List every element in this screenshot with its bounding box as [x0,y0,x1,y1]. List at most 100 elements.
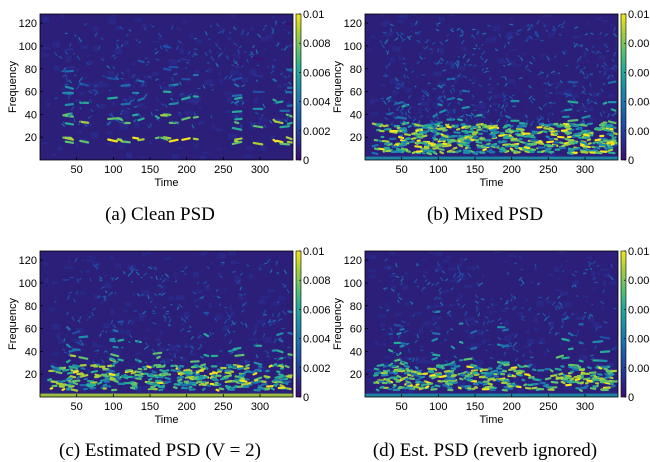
heatmap-cell [563,92,573,97]
heatmap-cell [147,374,155,378]
heatmap-texture [180,357,187,362]
heatmap-texture [404,271,409,275]
y-tick-label: 60 [25,87,37,99]
heatmap-texture [506,32,512,38]
heatmap-cell [465,376,471,380]
heatmap-cell [487,382,493,386]
heatmap-cell [395,79,399,82]
heatmap-cell [435,268,439,271]
heatmap-texture [601,19,609,22]
heatmap-cell [98,45,101,50]
heatmap-cell [497,103,500,108]
heatmap-cell [117,137,124,143]
heatmap-cell [92,307,96,311]
y-tick-label: 120 [19,18,37,30]
heatmap-cell [234,137,243,141]
heatmap-cell [286,288,290,294]
heatmap-cell [272,98,277,102]
heatmap-cell [237,381,244,385]
heatmap-cell [583,384,589,389]
heatmap-cell [108,369,116,373]
heatmap-cell [558,302,563,305]
heatmap-texture [247,391,256,394]
heatmap-cell [489,357,494,360]
heatmap-cell [263,124,267,129]
heatmap-cell [200,363,207,367]
heatmap-cell [446,310,451,314]
heatmap-texture [564,89,572,94]
heatmap-cell [177,59,182,63]
heatmap-texture [163,256,171,261]
heatmap-texture [422,271,428,274]
heatmap-texture [186,97,195,103]
heatmap-texture [459,293,463,299]
heatmap-cell [180,317,184,322]
heatmap-cell [475,140,483,144]
heatmap-cell [525,38,529,43]
x-tick-label: 50 [396,164,408,176]
heatmap-cell [597,271,601,276]
heatmap-cell [548,321,551,326]
heatmap-cell [562,379,570,383]
heatmap-cell [510,149,519,153]
heatmap-cell [451,63,454,68]
heatmap-cell [253,330,257,336]
heatmap-cell [231,320,236,326]
colorbar-tick-label: 0.01 [628,246,649,258]
heatmap-cell [493,374,499,378]
heatmap-cell [499,322,503,325]
heatmap-cell [439,277,444,282]
heatmap-cell [403,133,411,137]
heatmap-cell [511,382,516,386]
heatmap-cell [72,52,76,55]
heatmap-cell [146,381,153,385]
heatmap-cell [161,279,166,283]
heatmap-cell [458,271,462,275]
heatmap-cell [545,94,549,98]
heatmap-cell [582,119,585,124]
heatmap-cell [99,333,102,337]
heatmap-texture [543,352,548,356]
heatmap-cell [170,92,174,97]
heatmap-cell [585,299,588,304]
heatmap-cell [602,72,607,76]
heatmap-texture [412,14,418,16]
heatmap-cell [234,378,239,382]
heatmap-texture [138,313,146,317]
heatmap-cell [567,147,575,151]
heatmap-cell [81,341,84,346]
heatmap-texture [492,102,498,107]
heatmap-texture [243,154,252,158]
heatmap-cell [101,295,106,299]
heatmap-texture [169,377,173,382]
heatmap-cell [412,385,420,389]
heatmap-cell [604,372,610,377]
heatmap-cell [90,363,98,367]
heatmap-cell [200,367,206,371]
colorbar [295,250,302,398]
heatmap-cell [430,387,438,391]
heatmap-cell [410,302,414,305]
heatmap-cell [151,25,155,28]
heatmap-cell [276,332,284,337]
heatmap-cell [498,33,502,37]
heatmap-cell [134,377,142,381]
heatmap-cell [203,353,210,358]
heatmap-cell [603,367,609,371]
heatmap-cell [487,377,495,381]
heatmap-cell [559,141,564,145]
heatmap-cell [272,138,277,143]
heatmap-cell [445,375,452,379]
heatmap-cell [94,349,99,352]
heatmap-cell [471,104,476,107]
heatmap-texture [569,386,573,391]
heatmap-cell [399,358,404,362]
heatmap-cell [288,81,292,85]
heatmap-cell [285,375,293,379]
heatmap-cell [241,101,245,105]
heatmap-cell [535,34,540,38]
heatmap-cell [74,34,77,38]
heatmap-cell [253,376,263,381]
heatmap-cell [113,347,117,351]
heatmap-cell [141,82,145,87]
